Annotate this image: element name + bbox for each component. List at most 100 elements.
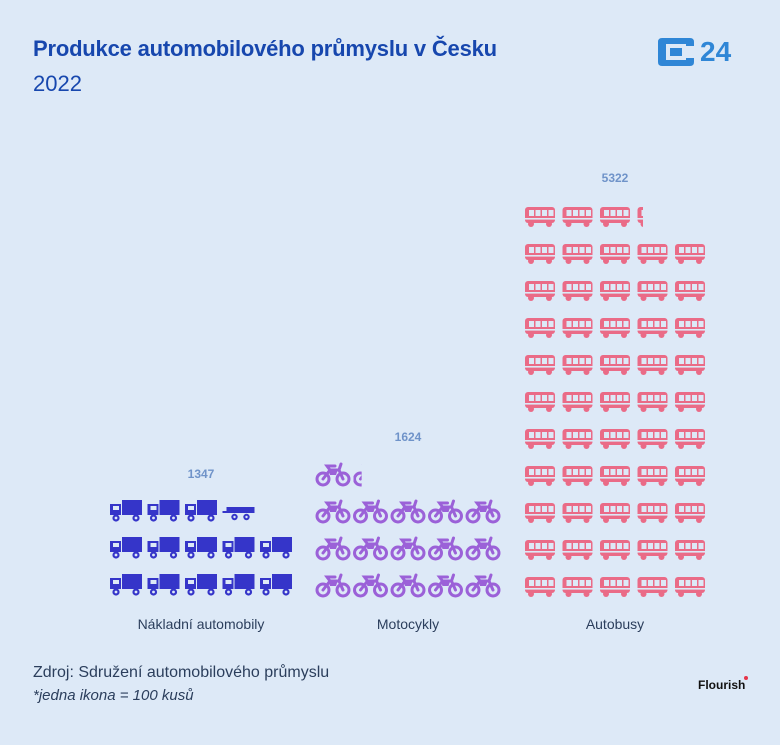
bus-icon (562, 281, 593, 301)
motorcycle-icon (465, 536, 501, 561)
bus-icon (600, 318, 630, 338)
truck-icon (260, 574, 292, 596)
motorcycle-icon (428, 536, 463, 561)
motorcycle-icon (428, 573, 463, 598)
truck-icon (185, 537, 217, 559)
bus-icon (675, 281, 705, 301)
bus-icon (525, 281, 555, 301)
icon-unit-note: *jedna ikona = 100 kusů (33, 687, 194, 704)
truck-icon (185, 500, 217, 522)
motorcycle-icon (390, 573, 426, 598)
flourish-credit[interactable]: Flourish (698, 678, 746, 692)
bus-icon (675, 392, 705, 412)
bus-icon (637, 392, 668, 412)
motorcycle-icon (353, 536, 388, 561)
bus-icon (562, 392, 593, 412)
motorcycle-icon (353, 573, 388, 598)
bus-icon (525, 577, 555, 597)
bus-icon (525, 244, 555, 264)
bus-icon (600, 503, 630, 523)
bus-icon (675, 503, 705, 523)
bus-icon (562, 429, 593, 449)
pictogram-chart: 1347 Nákladní automobily 1624 Motocykly 5322… (110, 171, 705, 632)
ct24-logo-icon (658, 38, 694, 66)
bus-icon (525, 207, 555, 227)
bus-icon (600, 577, 630, 597)
bus-icon (637, 503, 668, 523)
ct24-logo: 24 (656, 34, 748, 70)
flourish-dot-icon (744, 676, 748, 680)
category-label: Motocykly (377, 616, 439, 632)
bus-icon (637, 355, 668, 375)
truck-icon (110, 500, 142, 522)
truck-icon (110, 574, 142, 596)
bus-icon (637, 244, 668, 264)
bus-icon (675, 318, 705, 338)
bus-icon (600, 429, 630, 449)
value-label: 1624 (395, 430, 422, 444)
bus-icon (562, 540, 593, 560)
value-label: 1347 (188, 467, 215, 481)
bus-icon (562, 207, 593, 227)
bus-icon (637, 281, 668, 301)
bus-icon (525, 392, 555, 412)
bus-icon (600, 355, 630, 375)
bus-icon (562, 318, 593, 338)
bus-icon (675, 244, 705, 264)
bus-icon (525, 355, 555, 375)
motorcycle-icon (465, 499, 501, 524)
bus-icon (600, 466, 630, 486)
motorcycle-icon (390, 536, 426, 561)
bus-icon (600, 281, 630, 301)
truck-icon (260, 537, 292, 559)
bus-icon (600, 540, 630, 560)
bus-icon (637, 429, 668, 449)
motorcycle-icon (353, 499, 388, 524)
truck-icon (110, 537, 142, 559)
bus-icon (675, 577, 705, 597)
category-label: Nákladní automobily (138, 616, 265, 632)
truck-icon (185, 574, 217, 596)
bus-icon (600, 244, 630, 264)
bus-icon (525, 540, 555, 560)
bus-icon (525, 466, 555, 486)
bus-icon (562, 503, 593, 523)
motorcycle-icon (315, 499, 351, 524)
motorcycle-icon (353, 464, 362, 487)
source-note: Zdroj: Sdružení automobilového průmyslu (33, 664, 330, 681)
value-label: 5322 (602, 171, 629, 185)
chart-title: Produkce automobilového průmyslu v Česku (33, 36, 497, 61)
bus-icon (675, 466, 705, 486)
truck-icon (147, 500, 180, 522)
motorcycle-icon (315, 462, 351, 487)
bus-icon (675, 429, 705, 449)
truck-icon (147, 574, 180, 596)
bus-icon (525, 429, 555, 449)
bus-icon (562, 466, 593, 486)
motorcycle-icon (315, 536, 351, 561)
category-label: Autobusy (586, 616, 644, 632)
bus-icon (562, 355, 593, 375)
ct24-logo-text: 24 (700, 36, 732, 67)
chart-subtitle: 2022 (33, 71, 82, 96)
bus-icon (637, 540, 668, 560)
bus-icon (637, 207, 643, 227)
bus-icon (675, 540, 705, 560)
truck-icon (222, 537, 255, 559)
bus-icon (600, 392, 630, 412)
truck-icon (222, 507, 255, 521)
bus-icon (600, 207, 630, 227)
bus-icon (637, 318, 668, 338)
bus-icon (675, 355, 705, 375)
motorcycle-icon (428, 499, 463, 524)
bus-icon (525, 503, 555, 523)
motorcycle-icon (390, 499, 426, 524)
bus-icon (637, 577, 668, 597)
bus-icon (637, 466, 668, 486)
truck-icon (222, 574, 255, 596)
bus-icon (562, 244, 593, 264)
bus-icon (562, 577, 593, 597)
truck-icon (147, 537, 180, 559)
bus-icon (525, 318, 555, 338)
motorcycle-icon (315, 573, 351, 598)
